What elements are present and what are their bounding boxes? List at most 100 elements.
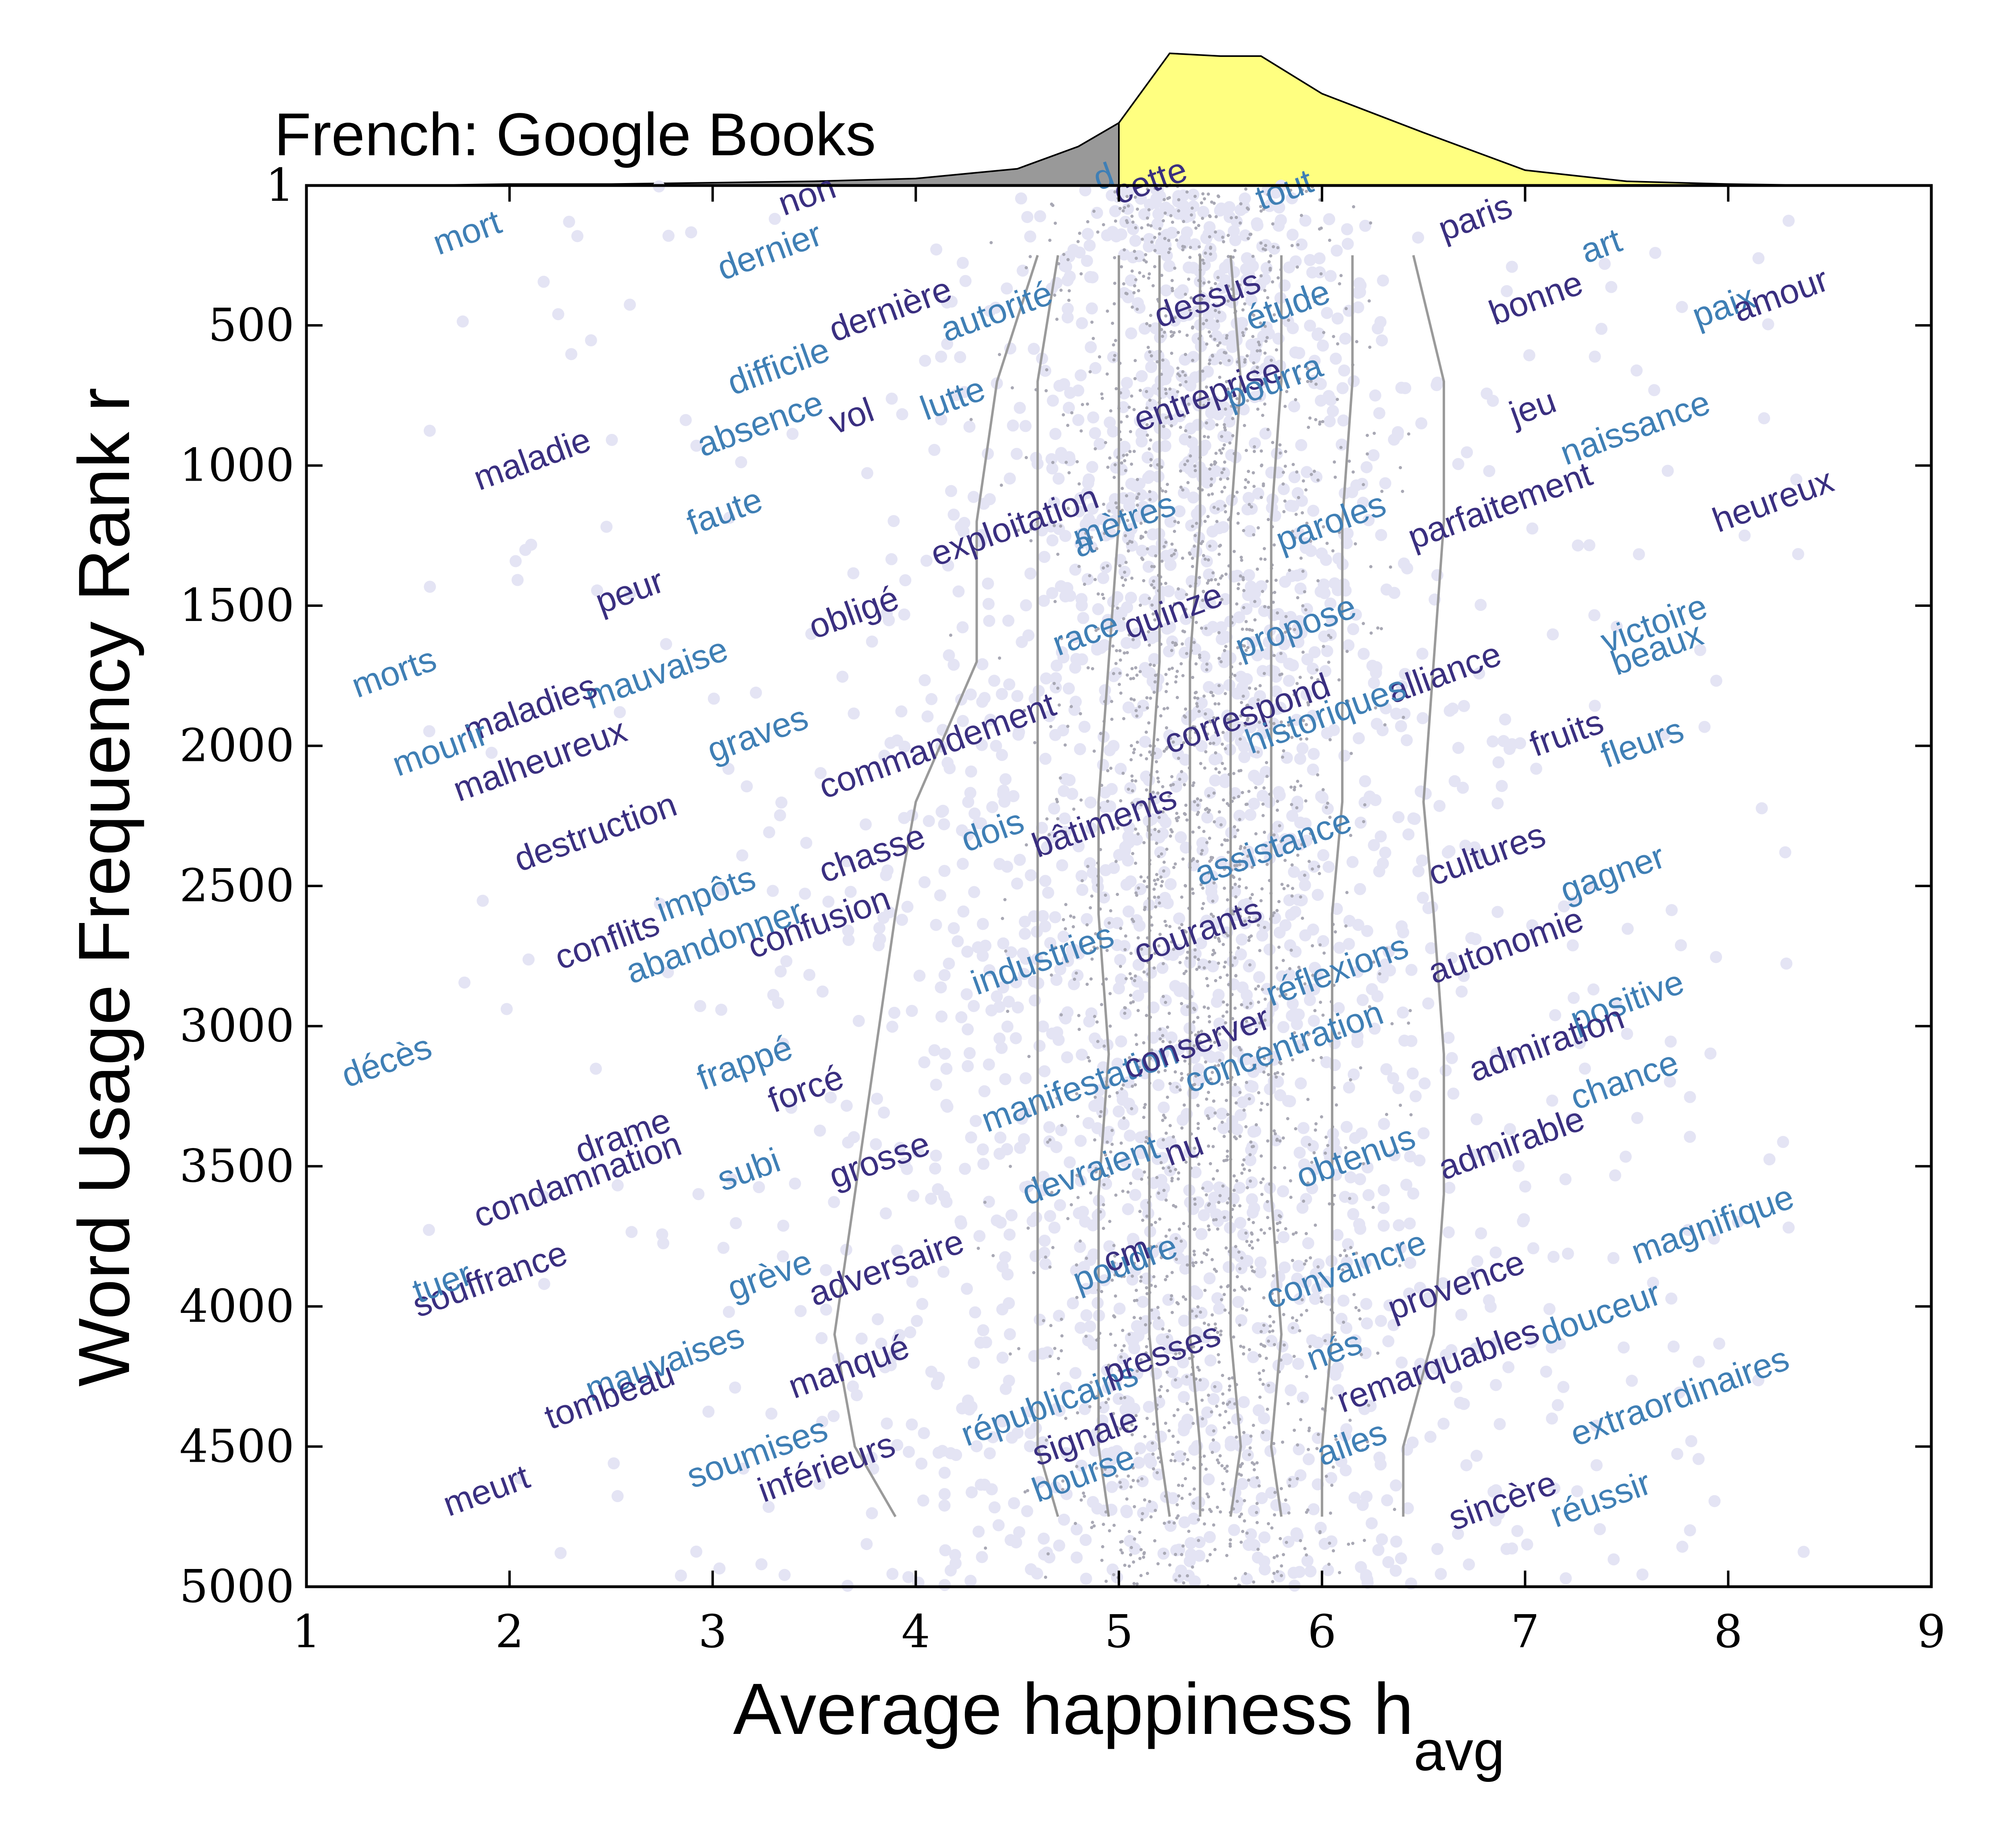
- scatter-core-point: [1181, 857, 1185, 861]
- scatter-point: [943, 649, 955, 662]
- scatter-core-point: [1210, 1258, 1214, 1261]
- scatter-core-point: [1265, 863, 1269, 866]
- scatter-point: [972, 941, 984, 954]
- scatter-point: [1145, 398, 1158, 411]
- scatter-core-point: [1175, 409, 1179, 413]
- scatter-core-point: [1211, 571, 1215, 575]
- scatter-point: [1610, 621, 1623, 633]
- scatter-point: [1293, 1566, 1306, 1578]
- scatter-point: [886, 1568, 899, 1580]
- scatter-point: [1300, 542, 1312, 554]
- scatter-point: [690, 440, 703, 452]
- scatter-core-point: [1123, 1275, 1126, 1278]
- scatter-core-point: [1299, 737, 1303, 741]
- scatter-point: [901, 1163, 913, 1175]
- scatter-point: [690, 1546, 702, 1558]
- scatter-core-point: [1316, 773, 1319, 777]
- scatter-core-point: [1278, 1061, 1282, 1064]
- scatter-core-point: [1207, 1394, 1210, 1397]
- scatter-point: [1201, 1180, 1214, 1193]
- scatter-core-point: [1148, 490, 1152, 494]
- scatter-point: [1405, 1035, 1418, 1047]
- scatter-core-point: [1212, 202, 1216, 205]
- scatter-core-point: [1177, 198, 1181, 202]
- scatter-point: [989, 302, 1002, 314]
- scatter-core-point: [1236, 587, 1240, 590]
- scatter-core-point: [1150, 565, 1154, 568]
- scatter-point: [1156, 1333, 1168, 1346]
- scatter-point: [1260, 1429, 1272, 1442]
- scatter-core-point: [1111, 321, 1114, 325]
- scatter-point: [1264, 1381, 1277, 1394]
- scatter-core-point: [1056, 800, 1059, 804]
- scatter-core-point: [1170, 940, 1173, 944]
- scatter-core-point: [1193, 195, 1197, 198]
- scatter-core-point: [1197, 826, 1201, 829]
- scatter-core-point: [1077, 1027, 1081, 1031]
- scatter-point: [1359, 775, 1371, 788]
- scatter-point: [1373, 1451, 1386, 1464]
- scatter-point: [1173, 505, 1186, 517]
- scatter-point: [1405, 964, 1418, 976]
- scatter-point: [895, 705, 908, 718]
- word-label: fruits: [1524, 702, 1608, 764]
- scatter-core-point: [1223, 443, 1226, 447]
- scatter-point: [1418, 1077, 1431, 1090]
- scatter-core-point: [1053, 600, 1057, 603]
- scatter-core-point: [1079, 798, 1083, 802]
- scatter-core-point: [1258, 1396, 1262, 1399]
- scatter-core-point: [1217, 1063, 1220, 1067]
- scatter-core-point: [1243, 644, 1246, 648]
- scatter-core-point: [1134, 666, 1137, 669]
- scatter-point: [1161, 367, 1174, 379]
- scatter-point: [999, 773, 1012, 785]
- scatter-point: [1268, 242, 1281, 255]
- scatter-core-point: [1196, 1305, 1200, 1308]
- scatter-core-point: [1155, 842, 1158, 845]
- scatter-point: [1123, 905, 1135, 918]
- scatter-core-point: [1193, 800, 1196, 804]
- scatter-core-point: [1224, 351, 1227, 355]
- scatter-core-point: [1090, 321, 1094, 324]
- scatter-core-point: [1225, 1246, 1228, 1250]
- scatter-core-point: [1085, 1256, 1088, 1260]
- scatter-point: [1259, 427, 1272, 440]
- scatter-core-point: [1170, 649, 1174, 652]
- scatter-core-point: [1152, 586, 1156, 590]
- scatter-point: [1511, 1525, 1524, 1537]
- scatter-point: [1001, 1020, 1014, 1033]
- scatter-core-point: [1166, 1025, 1169, 1029]
- scatter-core-point: [1262, 672, 1266, 675]
- scatter-point: [1111, 1057, 1124, 1070]
- scatter-point: [1406, 1067, 1419, 1080]
- scatter-point: [1306, 1182, 1318, 1194]
- scatter-point: [1341, 537, 1353, 549]
- scatter-core-point: [1151, 284, 1155, 288]
- scatter-point: [1184, 379, 1197, 392]
- scatter-core-point: [1075, 1296, 1079, 1299]
- scatter-point: [1046, 462, 1058, 475]
- scatter-point: [1354, 1173, 1366, 1186]
- scatter-core-point: [1278, 673, 1282, 677]
- scatter-core-point: [1232, 772, 1235, 775]
- scatter-core-point: [1119, 691, 1123, 695]
- scatter-core-point: [1241, 331, 1245, 334]
- scatter-point: [1491, 906, 1504, 918]
- scatter-point: [1361, 1317, 1373, 1329]
- scatter-core-point: [1243, 1519, 1246, 1523]
- scatter-core-point: [1243, 654, 1247, 658]
- scatter-core-point: [1337, 531, 1341, 534]
- scatter-core-point: [1193, 1227, 1197, 1231]
- scatter-point: [1490, 1379, 1502, 1391]
- scatter-core-point: [1273, 1166, 1277, 1169]
- scatter-core-point: [1160, 559, 1164, 563]
- scatter-core-point: [1050, 202, 1054, 206]
- scatter-core-point: [1207, 1203, 1210, 1207]
- scatter-point: [1415, 417, 1428, 429]
- scatter-core-point: [1010, 386, 1014, 390]
- scatter-core-point: [1099, 1110, 1103, 1113]
- scatter-core-point: [1089, 977, 1093, 981]
- scatter-core-point: [1300, 1313, 1303, 1317]
- scatter-core-point: [1311, 1058, 1315, 1062]
- scatter-core-point: [1223, 1135, 1226, 1138]
